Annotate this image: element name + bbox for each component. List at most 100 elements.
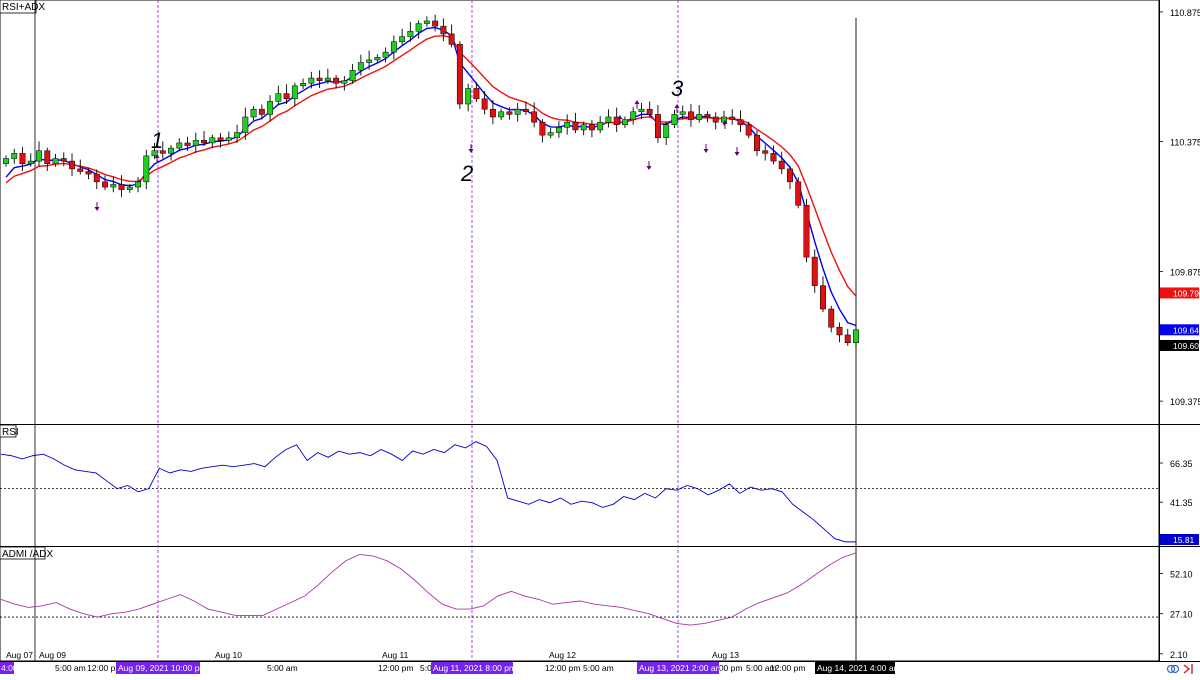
candle bbox=[52, 153, 59, 167]
candle bbox=[324, 68, 331, 84]
candle bbox=[11, 148, 18, 164]
adx-panel bbox=[0, 552, 1159, 626]
y-tick-label: 41.35 bbox=[1170, 498, 1193, 508]
plot-frame bbox=[0, 0, 1160, 662]
fractal-up-arrow bbox=[154, 154, 160, 163]
candle bbox=[209, 134, 216, 149]
left-clipped-badge: 4:00 bbox=[0, 662, 18, 674]
candle bbox=[654, 105, 661, 143]
candle bbox=[44, 147, 51, 171]
candle bbox=[242, 107, 249, 140]
y-tick-label: 110.375 bbox=[1170, 138, 1200, 148]
candle bbox=[423, 16, 430, 27]
annotations: 1 2 3 bbox=[151, 76, 684, 186]
y-tick-label: 52.10 bbox=[1170, 570, 1193, 580]
candle bbox=[69, 153, 75, 177]
candle bbox=[432, 14, 439, 32]
svg-text:Aug 11, 2021 8:00 pm: Aug 11, 2021 8:00 pm bbox=[433, 663, 516, 673]
candle bbox=[737, 110, 744, 133]
candle bbox=[407, 22, 414, 42]
candle bbox=[597, 115, 604, 134]
candle bbox=[712, 112, 719, 130]
date-badge: Aug 13, 2021 2:00 am bbox=[637, 662, 723, 674]
candle bbox=[308, 71, 315, 89]
candle bbox=[621, 116, 628, 128]
candle bbox=[234, 124, 241, 143]
x-tick-label: 5:00 am bbox=[55, 663, 86, 673]
candle bbox=[93, 169, 100, 190]
rsi-line bbox=[0, 441, 856, 543]
rsi-value-tag: 15.81 bbox=[1160, 534, 1199, 545]
candle bbox=[811, 249, 818, 293]
rsi-panel-title: RSI bbox=[0, 424, 19, 438]
ema-slow-price-tag: 109.790 bbox=[1160, 287, 1200, 299]
candle bbox=[522, 101, 529, 115]
candle bbox=[333, 74, 340, 89]
candle bbox=[663, 121, 670, 146]
candle bbox=[704, 111, 711, 123]
price-panel-label: RSI+ADX bbox=[2, 2, 45, 13]
last-price-tag: 109.603 bbox=[1160, 339, 1200, 351]
annotation-label: 2 bbox=[460, 161, 473, 186]
candle bbox=[19, 147, 26, 171]
x-tick-label: 5:00 am bbox=[583, 663, 614, 673]
candle bbox=[844, 328, 851, 346]
candle bbox=[489, 99, 496, 125]
annotation-label: 1 bbox=[151, 128, 163, 153]
candle bbox=[630, 107, 637, 125]
candle bbox=[448, 24, 455, 48]
svg-text:Aug 09, 2021 10:00 pm: Aug 09, 2021 10:00 pm bbox=[118, 663, 206, 673]
candle bbox=[184, 136, 191, 151]
candle bbox=[638, 102, 645, 120]
candle bbox=[357, 54, 364, 76]
candle bbox=[473, 82, 480, 102]
candle bbox=[729, 109, 736, 125]
candle bbox=[696, 105, 703, 123]
candle bbox=[366, 50, 373, 70]
x-tick-label: 5:00 am bbox=[267, 663, 298, 673]
price-panel-title: RSI+ADX bbox=[0, 0, 45, 14]
scroll-to-end-icon[interactable] bbox=[1183, 664, 1193, 674]
svg-text:15.81: 15.81 bbox=[1173, 535, 1195, 545]
sync-icon[interactable] bbox=[1166, 664, 1180, 674]
y-tick-label: 2.10 bbox=[1170, 650, 1188, 660]
x-tick-label: Aug 12 bbox=[549, 650, 576, 660]
x-tick-label: 12:00 pm bbox=[378, 663, 413, 673]
candle bbox=[258, 104, 265, 120]
candle bbox=[770, 145, 777, 165]
date-badge: Aug 09, 2021 10:00 pm bbox=[116, 662, 206, 674]
candle bbox=[498, 108, 505, 121]
candle bbox=[36, 141, 42, 167]
fractal-down-arrow bbox=[94, 202, 100, 211]
candle bbox=[374, 54, 381, 64]
fractal-down-arrow bbox=[468, 144, 474, 153]
candle bbox=[795, 177, 802, 209]
candle bbox=[291, 82, 298, 107]
candle bbox=[3, 155, 9, 167]
candle bbox=[820, 276, 826, 313]
candle bbox=[168, 145, 174, 161]
candle bbox=[555, 121, 562, 138]
svg-text:4:00: 4:00 bbox=[1, 663, 18, 673]
candle bbox=[85, 168, 92, 180]
annotation-label: 3 bbox=[671, 76, 684, 101]
x-tick-label: Aug 07 bbox=[6, 650, 33, 660]
candle bbox=[679, 105, 686, 120]
candle bbox=[514, 102, 521, 122]
candle bbox=[671, 109, 678, 128]
x-tick-label: Aug 13 bbox=[712, 650, 739, 660]
svg-text:Aug 14, 2021 4:00 am: Aug 14, 2021 4:00 am bbox=[817, 663, 901, 673]
candle bbox=[201, 131, 208, 147]
candle bbox=[151, 142, 158, 160]
candle bbox=[102, 175, 108, 191]
candle bbox=[778, 151, 785, 175]
candle bbox=[465, 83, 472, 112]
toolbar-icons bbox=[1166, 664, 1193, 674]
candle bbox=[27, 153, 34, 167]
candle bbox=[828, 305, 835, 333]
adx-panel-title: ADMI /ADX bbox=[0, 546, 53, 560]
fractal-down-arrow bbox=[703, 144, 709, 153]
candle bbox=[225, 131, 232, 144]
